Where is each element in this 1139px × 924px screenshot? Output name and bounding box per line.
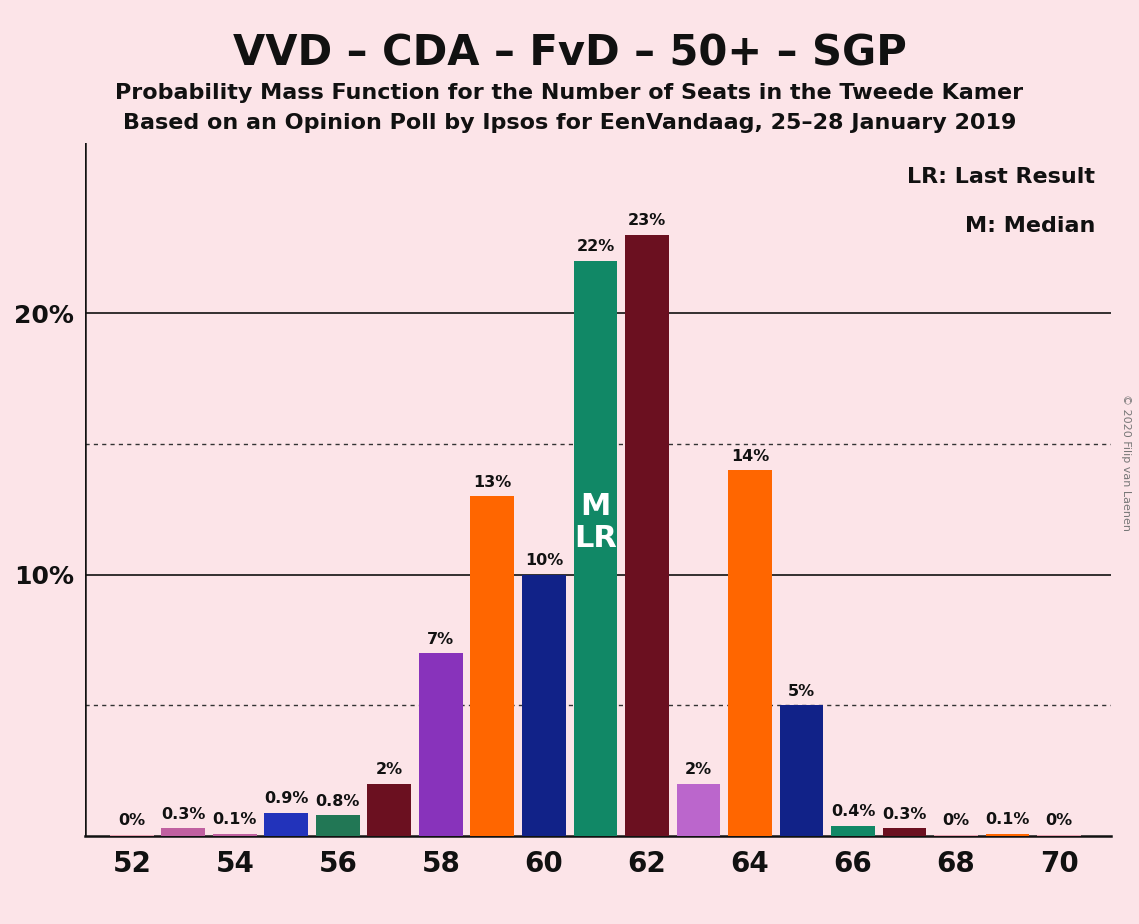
Bar	[470, 496, 515, 836]
Text: Probability Mass Function for the Number of Seats in the Tweede Kamer: Probability Mass Function for the Number…	[115, 83, 1024, 103]
Text: 0%: 0%	[1046, 813, 1073, 829]
Bar	[934, 835, 978, 836]
Text: 5%: 5%	[788, 684, 816, 699]
Bar	[368, 784, 411, 836]
Text: 0.1%: 0.1%	[213, 812, 257, 827]
Bar	[677, 784, 720, 836]
Bar	[109, 835, 154, 836]
Text: 0.9%: 0.9%	[264, 791, 309, 806]
Bar	[779, 705, 823, 836]
Bar	[419, 653, 462, 836]
Bar	[522, 575, 566, 836]
Text: 0%: 0%	[118, 813, 146, 829]
Text: 0.8%: 0.8%	[316, 794, 360, 808]
Text: 22%: 22%	[576, 239, 615, 254]
Text: M
LR: M LR	[574, 492, 617, 553]
Text: LR: Last Result: LR: Last Result	[907, 167, 1096, 188]
Text: 10%: 10%	[525, 553, 563, 568]
Bar	[316, 815, 360, 836]
Bar	[264, 813, 309, 836]
Bar	[883, 829, 926, 836]
Bar	[985, 833, 1030, 836]
Text: 13%: 13%	[473, 475, 511, 490]
Bar	[1038, 835, 1081, 836]
Text: 7%: 7%	[427, 632, 454, 647]
Text: 2%: 2%	[685, 762, 712, 777]
Text: 0.3%: 0.3%	[161, 807, 205, 821]
Bar	[574, 261, 617, 836]
Bar	[625, 235, 669, 836]
Bar	[213, 833, 256, 836]
Text: 14%: 14%	[731, 448, 769, 464]
Text: © 2020 Filip van Laenen: © 2020 Filip van Laenen	[1121, 394, 1131, 530]
Bar	[831, 826, 875, 836]
Text: VVD – CDA – FvD – 50+ – SGP: VVD – CDA – FvD – 50+ – SGP	[232, 32, 907, 74]
Text: 0.1%: 0.1%	[985, 812, 1030, 827]
Text: 2%: 2%	[376, 762, 403, 777]
Text: M: Median: M: Median	[965, 216, 1096, 236]
Bar	[162, 829, 205, 836]
Text: 0%: 0%	[942, 813, 969, 829]
Text: Based on an Opinion Poll by Ipsos for EenVandaag, 25–28 January 2019: Based on an Opinion Poll by Ipsos for Ee…	[123, 113, 1016, 133]
Bar	[728, 470, 772, 836]
Text: 23%: 23%	[628, 213, 666, 228]
Text: 0.4%: 0.4%	[830, 804, 875, 820]
Text: 0.3%: 0.3%	[883, 807, 927, 821]
